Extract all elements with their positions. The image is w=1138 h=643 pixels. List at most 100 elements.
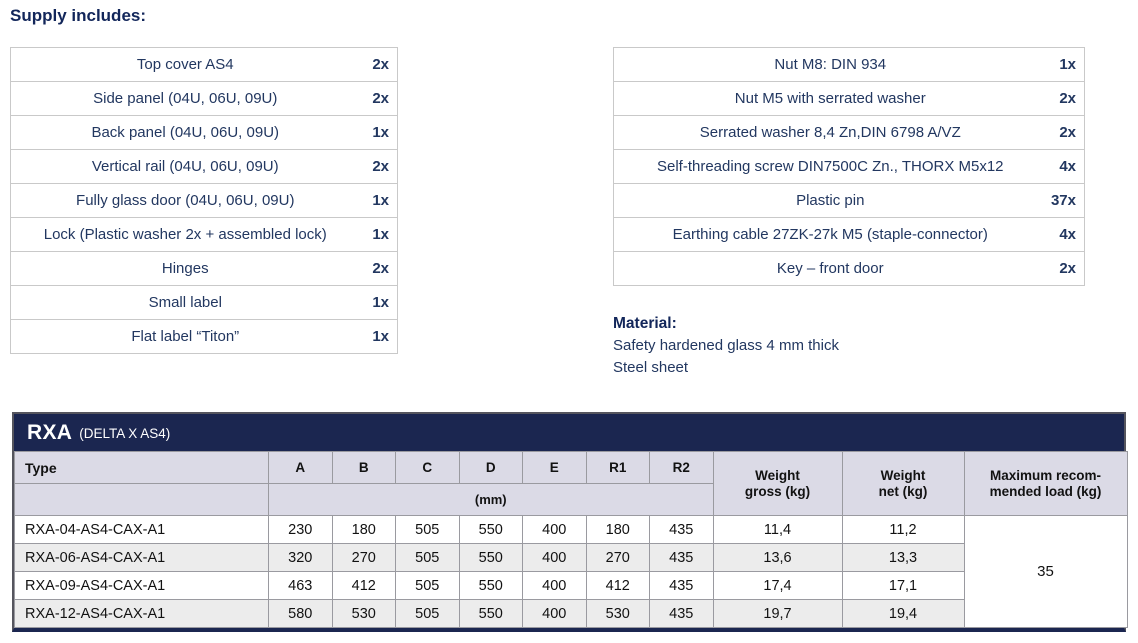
cell-max-load: 35 xyxy=(963,515,1128,628)
col-header-dim-e: E xyxy=(522,451,587,484)
cell-weight-net: 17,1 xyxy=(841,571,965,600)
cell-dim: 435 xyxy=(649,571,714,600)
col-header-max-load: Maximum recom- mended load (kg) xyxy=(963,451,1128,516)
col-header-dim-b: B xyxy=(331,451,396,484)
cell-weight-gross: 11,4 xyxy=(712,515,843,544)
supply-item: Lock (Plastic washer 2x + assembled lock… xyxy=(10,217,360,252)
material-heading: Material: xyxy=(613,315,677,332)
supply-item: Top cover AS4 xyxy=(10,47,360,82)
supply-qty: 2x xyxy=(1046,81,1085,116)
cell-type: RXA-12-AS4-CAX-A1 xyxy=(14,599,269,628)
supply-row: Side panel (04U, 06U, 09U) 2x xyxy=(10,81,398,116)
supply-qty: 2x xyxy=(359,81,398,116)
supply-qty: 1x xyxy=(359,115,398,150)
supply-qty: 1x xyxy=(359,217,398,252)
supply-item: Side panel (04U, 06U, 09U) xyxy=(10,81,360,116)
supply-item: Self-threading screw DIN7500C Zn., THORX… xyxy=(613,149,1047,184)
supply-item: Back panel (04U, 06U, 09U) xyxy=(10,115,360,150)
supply-table-right: Nut M8: DIN 934 1x Nut M5 with serrated w… xyxy=(613,47,1085,286)
supply-item: Fully glass door (04U, 06U, 09U) xyxy=(10,183,360,218)
material-section: Material: Safety hardened glass 4 mm thi… xyxy=(613,313,839,379)
supply-qty: 2x xyxy=(1046,251,1085,286)
material-line: Steel sheet xyxy=(613,359,689,376)
supply-row: Back panel (04U, 06U, 09U) 1x xyxy=(10,115,398,150)
cell-dim: 270 xyxy=(331,543,396,572)
cell-dim: 400 xyxy=(522,599,587,628)
cell-weight-net: 11,2 xyxy=(841,515,965,544)
spec-header-row-1: Type A B C D E R1 R2 Weight gross (kg) W… xyxy=(14,451,1128,516)
supply-row: Nut M5 with serrated washer 2x xyxy=(613,81,1085,116)
spec-data-row: RXA-12-AS4-CAX-A1 580 530 505 550 400 53… xyxy=(14,599,1128,628)
cell-dim: 550 xyxy=(458,515,523,544)
spec-table-section: RXA (DELTA X AS4) Type A B C D E R1 xyxy=(12,412,1128,632)
cell-weight-gross: 19,7 xyxy=(712,599,843,628)
cell-dim: 435 xyxy=(649,599,714,628)
cell-dim: 505 xyxy=(395,599,460,628)
cell-dim: 550 xyxy=(458,599,523,628)
supply-qty: 1x xyxy=(359,319,398,354)
col-header-dim-c: C xyxy=(395,451,460,484)
supply-qty: 1x xyxy=(359,285,398,320)
cell-dim: 505 xyxy=(395,515,460,544)
supply-row: Hinges 2x xyxy=(10,251,398,286)
supply-qty: 4x xyxy=(1046,149,1085,184)
supply-item: Serrated washer 8,4 Zn,DIN 6798 A/VZ xyxy=(613,115,1047,150)
supply-row: Self-threading screw DIN7500C Zn., THORX… xyxy=(613,149,1085,184)
col-header-dim-r2: R2 xyxy=(649,451,714,484)
cell-weight-gross: 17,4 xyxy=(712,571,843,600)
spec-data-row: RXA-09-AS4-CAX-A1 463 412 505 550 400 41… xyxy=(14,571,1128,600)
supply-qty: 1x xyxy=(359,183,398,218)
supply-item: Nut M5 with serrated washer xyxy=(613,81,1047,116)
supply-row: Nut M8: DIN 934 1x xyxy=(613,47,1085,82)
cell-type: RXA-04-AS4-CAX-A1 xyxy=(14,515,269,544)
cell-type: RXA-06-AS4-CAX-A1 xyxy=(14,543,269,572)
cell-dim: 412 xyxy=(331,571,396,600)
supply-includes-heading: Supply includes: xyxy=(10,6,147,25)
supply-qty: 2x xyxy=(359,47,398,82)
supply-item: Nut M8: DIN 934 xyxy=(613,47,1047,82)
col-header-weight-gross: Weight gross (kg) xyxy=(712,451,843,516)
col-header-dim-a: A xyxy=(268,451,333,484)
col-header-weight-net: Weight net (kg) xyxy=(841,451,965,516)
cell-weight-net: 19,4 xyxy=(841,599,965,628)
supply-qty: 4x xyxy=(1046,217,1085,252)
supply-qty: 2x xyxy=(359,149,398,184)
col-header-type-spacer xyxy=(14,483,269,516)
material-line: Safety hardened glass 4 mm thick xyxy=(613,337,839,354)
cell-dim: 580 xyxy=(268,599,333,628)
cell-dim: 400 xyxy=(522,543,587,572)
spec-data-row: RXA-04-AS4-CAX-A1 230 180 505 550 400 18… xyxy=(14,515,1128,628)
cell-dim: 505 xyxy=(395,543,460,572)
cell-dim: 435 xyxy=(649,543,714,572)
cell-dim: 463 xyxy=(268,571,333,600)
supply-row: Flat label “Titon” 1x xyxy=(10,319,398,354)
supply-row: Top cover AS4 2x xyxy=(10,47,398,82)
cell-type: RXA-09-AS4-CAX-A1 xyxy=(14,571,269,600)
supply-row: Fully glass door (04U, 06U, 09U) 1x xyxy=(10,183,398,218)
cell-dim: 435 xyxy=(649,515,714,544)
supply-item: Hinges xyxy=(10,251,360,286)
col-header-type: Type xyxy=(14,451,269,484)
supply-qty: 37x xyxy=(1046,183,1085,218)
cell-dim: 270 xyxy=(585,543,650,572)
spec-grid: Type A B C D E R1 R2 Weight gross (kg) W… xyxy=(14,451,1128,628)
supply-row: Vertical rail (04U, 06U, 09U) 2x xyxy=(10,149,398,184)
cell-dim: 530 xyxy=(331,599,396,628)
supply-row: Serrated washer 8,4 Zn,DIN 6798 A/VZ 2x xyxy=(613,115,1085,150)
cell-dim: 505 xyxy=(395,571,460,600)
spec-data-row: RXA-06-AS4-CAX-A1 320 270 505 550 400 27… xyxy=(14,543,1128,572)
supply-qty: 2x xyxy=(359,251,398,286)
supply-item: Flat label “Titon” xyxy=(10,319,360,354)
cell-dim: 400 xyxy=(522,571,587,600)
cell-dim: 550 xyxy=(458,571,523,600)
col-header-unit-mm: (mm) xyxy=(268,483,714,516)
supply-qty: 2x xyxy=(1046,115,1085,150)
cell-dim: 180 xyxy=(331,515,396,544)
col-header-dim-r1: R1 xyxy=(585,451,650,484)
spec-title: RXA xyxy=(27,420,73,444)
cell-dim: 230 xyxy=(268,515,333,544)
supply-qty: 1x xyxy=(1046,47,1085,82)
cell-dim: 400 xyxy=(522,515,587,544)
supply-table-left: Top cover AS4 2x Side panel (04U, 06U, 09… xyxy=(10,47,398,354)
col-header-dim-d: D xyxy=(458,451,523,484)
